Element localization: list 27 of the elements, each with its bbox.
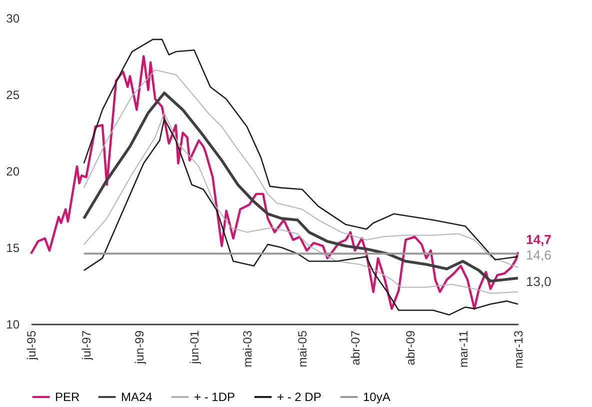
x-tick-label: jul-97 bbox=[80, 330, 94, 361]
x-tick-label: mar-11 bbox=[456, 330, 470, 368]
y-tick-label: 20 bbox=[6, 164, 20, 178]
legend-label: 10yA bbox=[363, 390, 390, 404]
y-tick-label: 15 bbox=[6, 241, 20, 255]
annotation: 14,6 bbox=[526, 248, 552, 263]
y-tick-label: 10 bbox=[6, 318, 20, 332]
x-tick-label: mai-05 bbox=[296, 330, 310, 368]
x-tick-label: jul-95 bbox=[24, 330, 38, 361]
x-tick-label: mar-13 bbox=[512, 330, 526, 369]
x-tick-label: abr-09 bbox=[404, 330, 418, 366]
legend-label: + - 2 DP bbox=[277, 390, 322, 404]
x-tick-label: abr-07 bbox=[348, 330, 362, 366]
annotation: 14,7 bbox=[526, 232, 552, 248]
y-tick-label: 25 bbox=[6, 88, 20, 102]
line-series bbox=[82, 92, 520, 283]
legend-label: MA24 bbox=[121, 390, 153, 404]
line-series bbox=[83, 70, 518, 268]
line-series bbox=[30, 55, 520, 310]
annotation: 13,0 bbox=[526, 274, 552, 290]
legend-label: + - 1DP bbox=[194, 390, 236, 404]
line-series bbox=[83, 38, 519, 260]
x-tick-label: mai-03 bbox=[240, 330, 254, 368]
x-tick-label: jun-01 bbox=[188, 330, 202, 365]
legend-label: PER bbox=[55, 390, 80, 404]
y-tick-label: 30 bbox=[6, 12, 20, 26]
x-tick-label: jun-99 bbox=[132, 330, 146, 365]
